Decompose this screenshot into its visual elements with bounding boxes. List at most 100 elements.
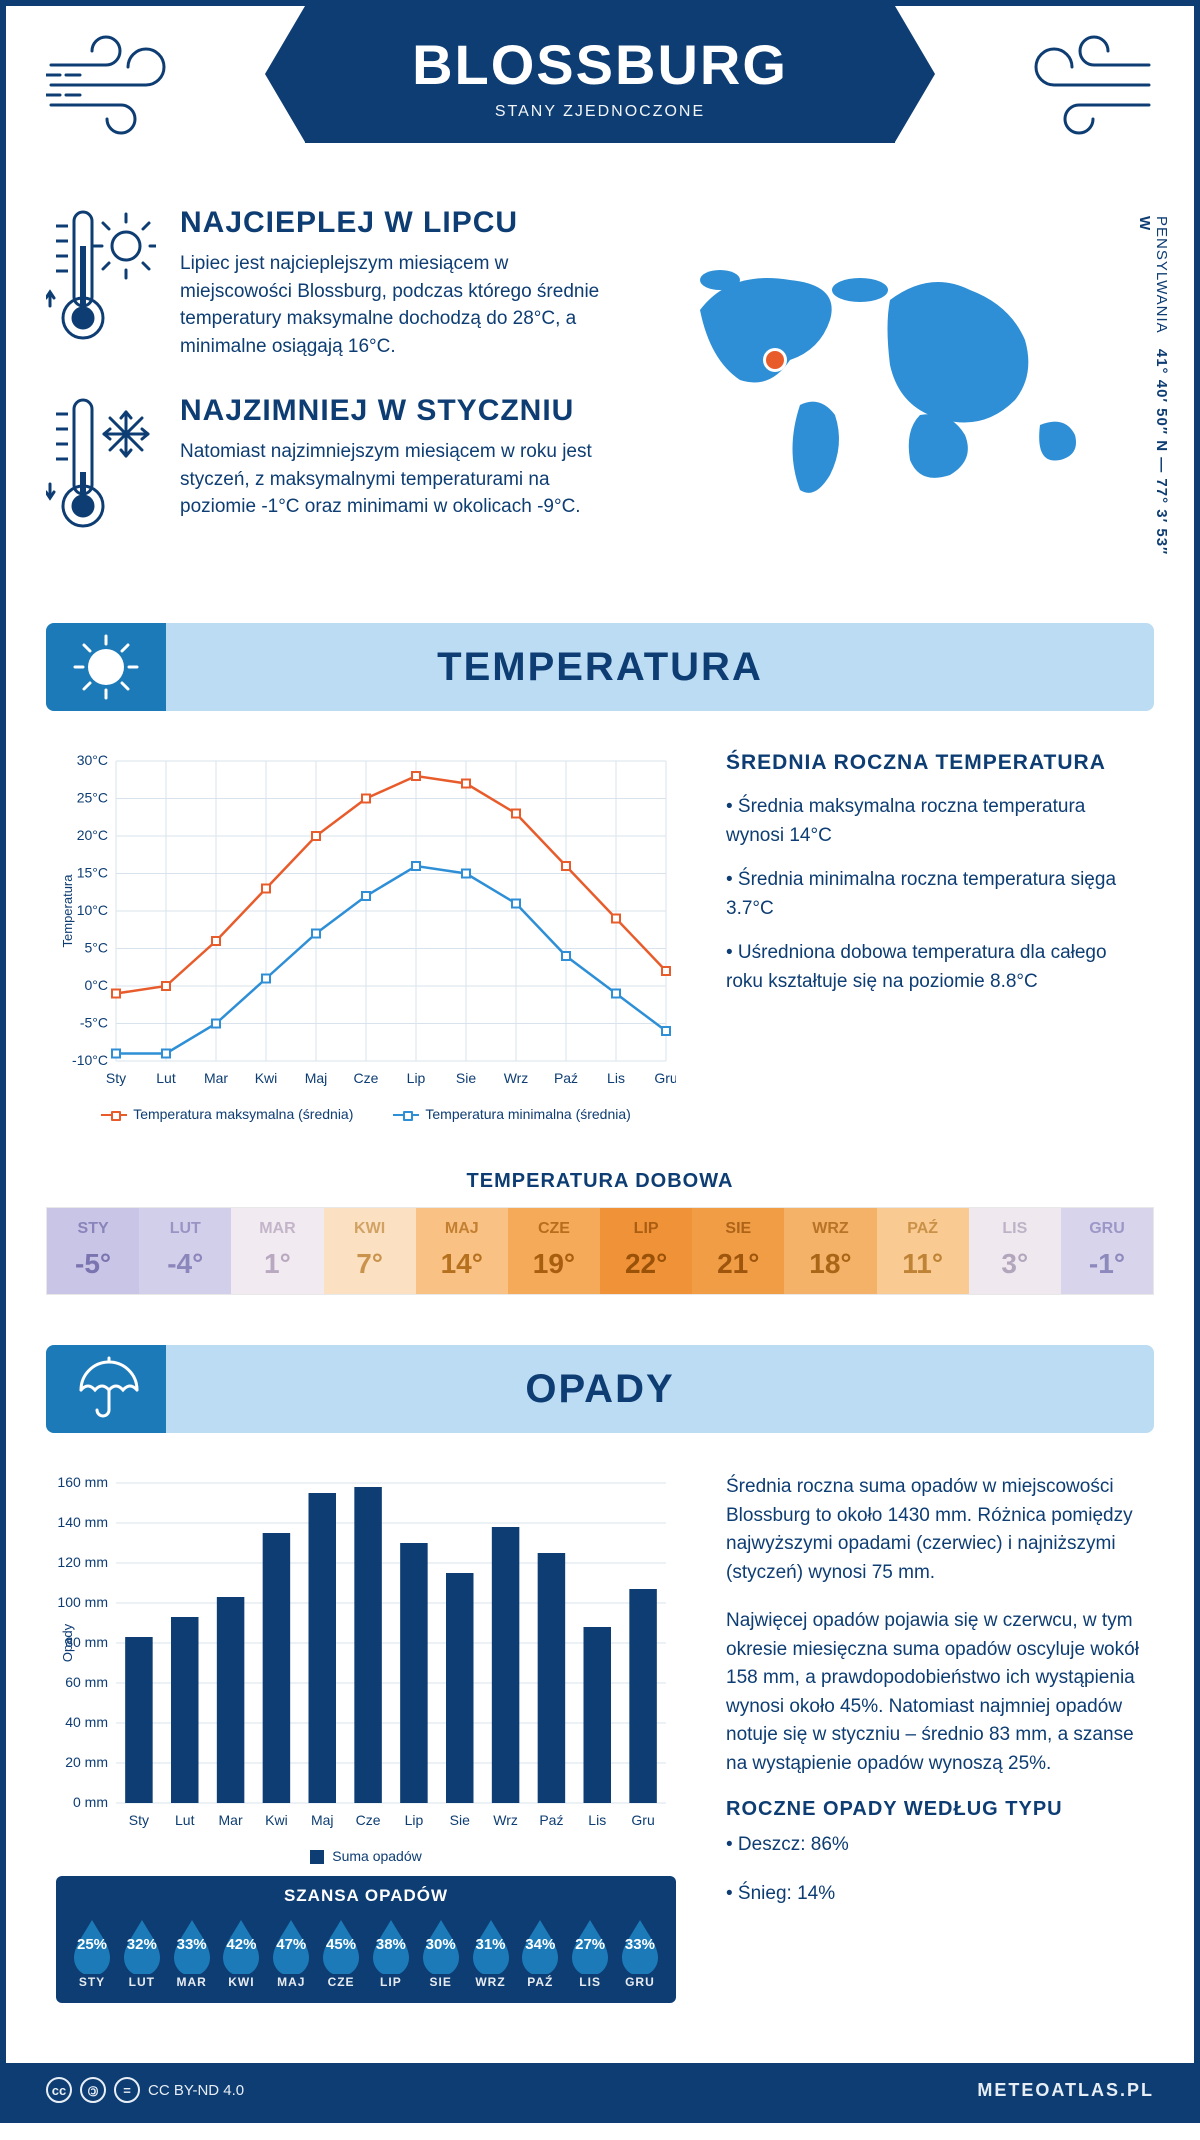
temperature-title: TEMPERATURA xyxy=(166,645,1154,690)
svg-text:30°C: 30°C xyxy=(77,752,108,768)
svg-text:Cze: Cze xyxy=(356,1812,381,1828)
license: cc🄯= CC BY-ND 4.0 xyxy=(46,2077,244,2103)
svg-text:Lis: Lis xyxy=(607,1070,625,1086)
chance-drop: 30%SIE xyxy=(419,1916,463,1989)
svg-text:Paź: Paź xyxy=(554,1070,578,1086)
daily-cell: MAR1° xyxy=(231,1208,323,1294)
daily-cell: LUT-4° xyxy=(139,1208,231,1294)
precipitation-legend: Suma opadów xyxy=(56,1848,676,1864)
precipitation-title: OPADY xyxy=(166,1367,1154,1412)
hottest-fact: NAJCIEPLEJ W LIPCU Lipiec jest najcieple… xyxy=(46,206,605,360)
avg-temp-title: ŚREDNIA ROCZNA TEMPERATURA xyxy=(726,751,1144,775)
daily-cell: LIS3° xyxy=(969,1208,1061,1294)
hottest-title: NAJCIEPLEJ W LIPCU xyxy=(180,206,605,240)
world-map-svg xyxy=(660,250,1140,530)
svg-text:Lip: Lip xyxy=(407,1070,426,1086)
precip-rain: • Deszcz: 86% xyxy=(726,1831,1144,1860)
sun-icon xyxy=(71,632,141,702)
daily-cell: CZE19° xyxy=(508,1208,600,1294)
precip-snow: • Śnieg: 14% xyxy=(726,1880,1144,1909)
svg-text:-5°C: -5°C xyxy=(80,1015,108,1031)
avg-temp-b3: • Uśredniona dobowa temperatura dla całe… xyxy=(726,939,1144,996)
coldest-title: NAJZIMNIEJ W STYCZNIU xyxy=(180,394,605,428)
svg-text:20°C: 20°C xyxy=(77,827,108,843)
svg-text:Maj: Maj xyxy=(311,1812,334,1828)
chance-drop: 34%PAŹ xyxy=(518,1916,562,1989)
svg-text:Mar: Mar xyxy=(204,1070,228,1086)
wind-icon xyxy=(994,30,1154,140)
svg-text:Lut: Lut xyxy=(156,1070,176,1086)
precip-p2: Najwięcej opadów pojawia się w czerwcu, … xyxy=(726,1607,1144,1778)
chance-title: SZANSA OPADÓW xyxy=(70,1886,662,1906)
svg-text:100 mm: 100 mm xyxy=(57,1594,108,1610)
temperature-legend: Temperatura maksymalna (średnia) Tempera… xyxy=(56,1106,676,1122)
chance-drop: 47%MAJ xyxy=(269,1916,313,1989)
daily-cell: KWI7° xyxy=(324,1208,416,1294)
svg-text:Sie: Sie xyxy=(456,1070,476,1086)
temperature-info: ŚREDNIA ROCZNA TEMPERATURA • Średnia mak… xyxy=(726,751,1144,1122)
umbrella-icon xyxy=(71,1354,141,1424)
svg-text:0 mm: 0 mm xyxy=(73,1794,108,1810)
svg-text:Kwi: Kwi xyxy=(265,1812,288,1828)
svg-text:160 mm: 160 mm xyxy=(57,1474,108,1490)
chance-drop: 33%MAR xyxy=(170,1916,214,1989)
daily-temp-title: TEMPERATURA DOBOWA xyxy=(46,1170,1154,1193)
daily-cell: WRZ18° xyxy=(784,1208,876,1294)
chance-drop: 27%LIS xyxy=(568,1916,612,1989)
world-map: PENSYLWANIA 41° 40′ 50″ N — 77° 3′ 53″ W xyxy=(645,206,1154,573)
precipitation-chart: 0 mm20 mm40 mm60 mm80 mm100 mm120 mm140 … xyxy=(56,1473,676,2003)
svg-text:Lis: Lis xyxy=(588,1812,606,1828)
header-ribbon: BLOSSBURG STANY ZJEDNOCZONE xyxy=(6,6,1194,196)
brand: METEOATLAS.PL xyxy=(977,2080,1154,2101)
temperature-section-header: TEMPERATURA xyxy=(46,623,1154,711)
svg-text:60 mm: 60 mm xyxy=(65,1674,108,1690)
precip-type-title: ROCZNE OPADY WEDŁUG TYPU xyxy=(726,1798,1144,1821)
daily-temp-row: STY-5°LUT-4°MAR1°KWI7°MAJ14°CZE19°LIP22°… xyxy=(46,1207,1154,1295)
wind-icon xyxy=(46,30,206,140)
daily-cell: GRU-1° xyxy=(1061,1208,1153,1294)
svg-text:Gru: Gru xyxy=(654,1070,676,1086)
footer: cc🄯= CC BY-ND 4.0 METEOATLAS.PL xyxy=(6,2063,1194,2117)
svg-text:Wrz: Wrz xyxy=(493,1812,518,1828)
svg-text:25°C: 25°C xyxy=(77,790,108,806)
daily-cell: PAŹ11° xyxy=(877,1208,969,1294)
svg-text:20 mm: 20 mm xyxy=(65,1754,108,1770)
chance-drop: 42%KWI xyxy=(219,1916,263,1989)
chance-drop: 33%GRU xyxy=(618,1916,662,1989)
thermometer-hot-icon xyxy=(46,206,156,346)
avg-temp-b1: • Średnia maksymalna roczna temperatura … xyxy=(726,793,1144,850)
precipitation-info: Średnia roczna suma opadów w miejscowośc… xyxy=(726,1473,1144,2003)
precipitation-chance-box: SZANSA OPADÓW 25%STY32%LUT33%MAR42%KWI47… xyxy=(56,1876,676,2003)
svg-text:5°C: 5°C xyxy=(85,940,109,956)
svg-text:Lut: Lut xyxy=(175,1812,195,1828)
svg-text:0°C: 0°C xyxy=(85,977,109,993)
page: BLOSSBURG STANY ZJEDNOCZONE xyxy=(0,0,1200,2123)
title-ribbon: BLOSSBURG STANY ZJEDNOCZONE xyxy=(305,6,895,143)
coordinates: PENSYLWANIA 41° 40′ 50″ N — 77° 3′ 53″ W xyxy=(1136,216,1170,573)
svg-text:Temperatura: Temperatura xyxy=(60,874,75,948)
svg-text:Sty: Sty xyxy=(106,1070,126,1086)
svg-text:Opady: Opady xyxy=(60,1624,75,1663)
svg-text:Maj: Maj xyxy=(305,1070,328,1086)
hottest-text: Lipiec jest najcieplejszym miesiącem w m… xyxy=(180,250,605,360)
svg-text:40 mm: 40 mm xyxy=(65,1714,108,1730)
chance-drop: 45%CZE xyxy=(319,1916,363,1989)
svg-text:120 mm: 120 mm xyxy=(57,1554,108,1570)
daily-cell: MAJ14° xyxy=(416,1208,508,1294)
svg-text:Paź: Paź xyxy=(539,1812,563,1828)
city-title: BLOSSBURG xyxy=(305,32,895,97)
thermometer-cold-icon xyxy=(46,394,156,534)
chance-drop: 32%LUT xyxy=(120,1916,164,1989)
temperature-chart: -10°C-5°C0°C5°C10°C15°C20°C25°C30°CStyLu… xyxy=(56,751,676,1122)
svg-text:10°C: 10°C xyxy=(77,902,108,918)
intro-row: NAJCIEPLEJ W LIPCU Lipiec jest najcieple… xyxy=(46,196,1154,613)
daily-cell: LIP22° xyxy=(600,1208,692,1294)
svg-text:Wrz: Wrz xyxy=(504,1070,529,1086)
country-subtitle: STANY ZJEDNOCZONE xyxy=(305,103,895,121)
daily-cell: STY-5° xyxy=(47,1208,139,1294)
coldest-fact: NAJZIMNIEJ W STYCZNIU Natomiast najzimni… xyxy=(46,394,605,539)
svg-text:Kwi: Kwi xyxy=(255,1070,278,1086)
precipitation-section-header: OPADY xyxy=(46,1345,1154,1433)
svg-text:15°C: 15°C xyxy=(77,865,108,881)
svg-text:Sty: Sty xyxy=(129,1812,149,1828)
